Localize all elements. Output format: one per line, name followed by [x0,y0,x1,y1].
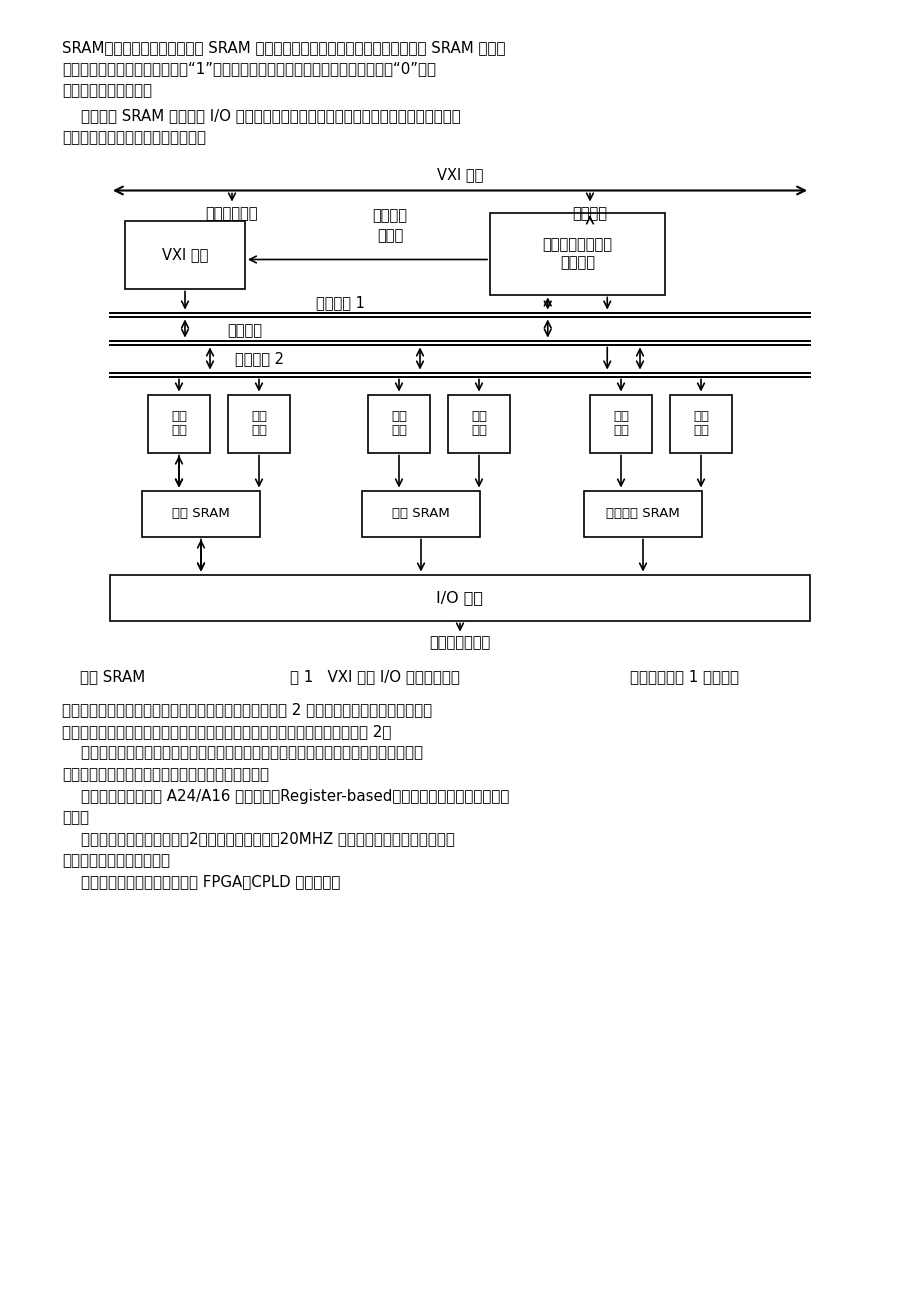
Text: 数据
接口: 数据 接口 [612,410,629,438]
Bar [228,394,289,452]
Text: 制信号: 制信号 [377,227,403,243]
Text: SRAM用于存储测试形式，响应 SRAM 用于存储被测电路板的输出响应，状态操纵 SRAM 用于操: SRAM用于存储测试形式，响应 SRAM 用于存储被测电路板的输出响应，状态操纵… [62,40,505,55]
Text: 模块的操纵电路由多片大规模 FPGA、CPLD 器件实现。: 模块的操纵电路由多片大规模 FPGA、CPLD 器件实现。 [62,875,340,889]
Text: 数据总线: 数据总线 [227,322,262,338]
Bar [110,575,809,620]
Text: VXI 接口: VXI 接口 [162,247,208,263]
Text: 同步时钟: 同步时钟 [572,207,607,221]
Text: I/O 接口: I/O 接口 [436,590,483,605]
Bar [448,394,509,452]
Text: 定时和控: 定时和控 [372,208,407,224]
Text: VXI 总线: VXI 总线 [437,166,482,182]
Text: 每种 SRAM: 每种 SRAM [80,670,145,684]
Bar [584,490,701,537]
Text: 状态操纵 SRAM: 状态操纵 SRAM [606,507,679,520]
Text: 数据
接口: 数据 接口 [171,410,187,438]
Text: 通道设置为响应形式。: 通道设置为响应形式。 [62,83,152,98]
Text: 测试形式的产生、输出响应的录用和通道状态的操纵是同步工作的，在任何一个测试形: 测试形式的产生、输出响应的录用和通道状态的操纵是同步工作的，在任何一个测试形 [62,745,423,760]
Bar [368,394,429,452]
Text: 图 1   VXI 数字 I/O 模块组成框图: 图 1 VXI 数字 I/O 模块组成框图 [289,670,460,684]
Text: 另一模块产生的同步时钟。: 另一模块产生的同步时钟。 [62,853,170,868]
Text: 地址总线 2: 地址总线 2 [235,351,284,367]
Bar [669,394,732,452]
Bar [589,394,652,452]
Text: 时序、操纵和地址
信号产生: 时序、操纵和地址 信号产生 [542,238,612,269]
Bar [361,490,480,537]
Text: 存储器能够由外部计算机进展数据读写；中选择地址总线 2 时，所有存储器的地址由本地产: 存储器能够由外部计算机进展数据读写；中选择地址总线 2 时，所有存储器的地址由本… [62,702,432,718]
Text: 湬。例如，模仿单片机的数据总线。: 湬。例如，模仿单片机的数据总线。 [62,130,206,146]
Text: 地址总线 1: 地址总线 1 [315,295,364,309]
Text: 本模块的操纵方式是 A24/A16 存放器基（Register-based）方式，数据传输方式采纳块: 本模块的操纵方式是 A24/A16 存放器基（Register-based）方式… [62,789,509,803]
Text: 地址
选择: 地址 选择 [471,410,486,438]
Text: 纵通道状态。当状态操纵位等于“1”时，通道设置为鼓励形式；当状态操纵位等于“0”时，: 纵通道状态。当状态操纵位等于“1”时，通道设置为鼓励形式；当状态操纵位等于“0”… [62,61,436,77]
Text: 地址
选择: 地址 选择 [692,410,709,438]
Text: 选择地址总线 1 时，所有: 选择地址总线 1 时，所有 [630,670,738,684]
Text: 地址
选择: 地址 选择 [251,410,267,438]
Bar [142,490,260,537]
Text: 模块前面板接口: 模块前面板接口 [429,634,490,650]
Text: 式下，每个通道都能够单独设置为鼓励或响应形式。: 式下，每个通道都能够单独设置为鼓励或响应形式。 [62,767,268,783]
Bar [490,212,664,295]
Text: 响应 SRAM: 响应 SRAM [172,507,230,520]
Text: 传输。: 传输。 [62,810,89,826]
Text: 通道模块的同步时钟信号有2种选择：模块自带的20MHZ 时钟和来自于背板总线上的由: 通道模块的同步时钟信号有2种选择：模块自带的20MHZ 时钟和来自于背板总线上的… [62,832,454,846]
Bar [125,221,244,289]
Bar [148,394,210,452]
Text: 状态操纵 SRAM 能使数字 I/O 通道的方向动态地改变，因而能方便地模仿数据的双向流: 状态操纵 SRAM 能使数字 I/O 通道的方向动态地改变，因而能方便地模仿数据… [62,108,460,124]
Text: 鼓励 SRAM: 鼓励 SRAM [391,507,449,520]
Text: 地址数据总线: 地址数据总线 [206,207,258,221]
Text: 数据
接口: 数据 接口 [391,410,406,438]
Text: 生。在向被测试的电路板施加鼓励信号和采集输出响应期间，应选择地址总线 2。: 生。在向被测试的电路板施加鼓励信号和采集输出响应期间，应选择地址总线 2。 [62,724,391,738]
